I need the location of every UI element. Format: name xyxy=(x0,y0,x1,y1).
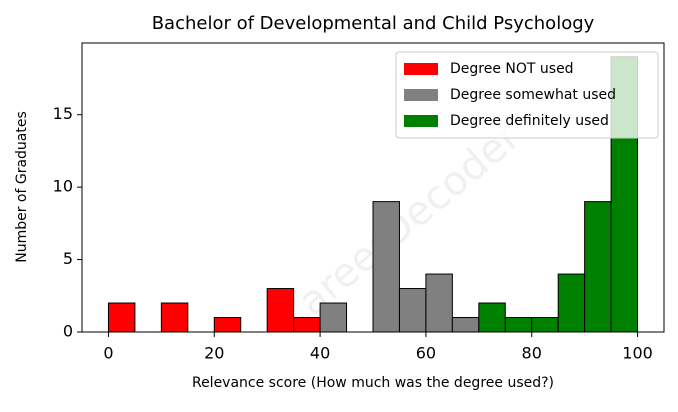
bar xyxy=(398,288,427,333)
bar xyxy=(478,302,506,333)
legend-box xyxy=(395,51,659,139)
y-tick-label: 10 xyxy=(53,177,73,196)
bar xyxy=(319,302,348,333)
y-tick-label: 15 xyxy=(53,104,73,123)
bar xyxy=(557,273,586,333)
bar xyxy=(160,302,189,333)
y-axis-label: Number of Graduates xyxy=(14,111,30,263)
bar xyxy=(584,201,612,333)
x-tick-label: 80 xyxy=(522,344,542,363)
legend-swatch xyxy=(404,115,438,127)
bar xyxy=(451,317,480,333)
bar xyxy=(504,317,533,333)
legend-label: Degree definitely used xyxy=(450,113,609,129)
bar xyxy=(107,302,136,333)
bar xyxy=(213,317,242,333)
x-axis-label: Relevance score (How much was the degree… xyxy=(192,375,554,391)
x-tick-label: 100 xyxy=(622,344,653,363)
x-tick-label: 20 xyxy=(204,344,224,363)
x-tick-label: 40 xyxy=(310,344,330,363)
y-tick-label: 5 xyxy=(63,249,73,268)
legend-label: Degree somewhat used xyxy=(450,87,616,103)
legend-swatch xyxy=(404,89,438,101)
bar xyxy=(293,317,321,333)
bar xyxy=(266,288,295,333)
x-tick-label: 60 xyxy=(416,344,436,363)
bar xyxy=(372,201,400,333)
chart-title: Bachelor of Developmental and Child Psyc… xyxy=(152,13,595,34)
x-tick-label: 0 xyxy=(103,344,113,363)
legend-label: Degree NOT used xyxy=(450,61,574,77)
bar xyxy=(531,317,559,333)
legend-swatch xyxy=(404,63,438,75)
y-tick-label: 0 xyxy=(63,322,73,341)
bar xyxy=(425,273,453,333)
